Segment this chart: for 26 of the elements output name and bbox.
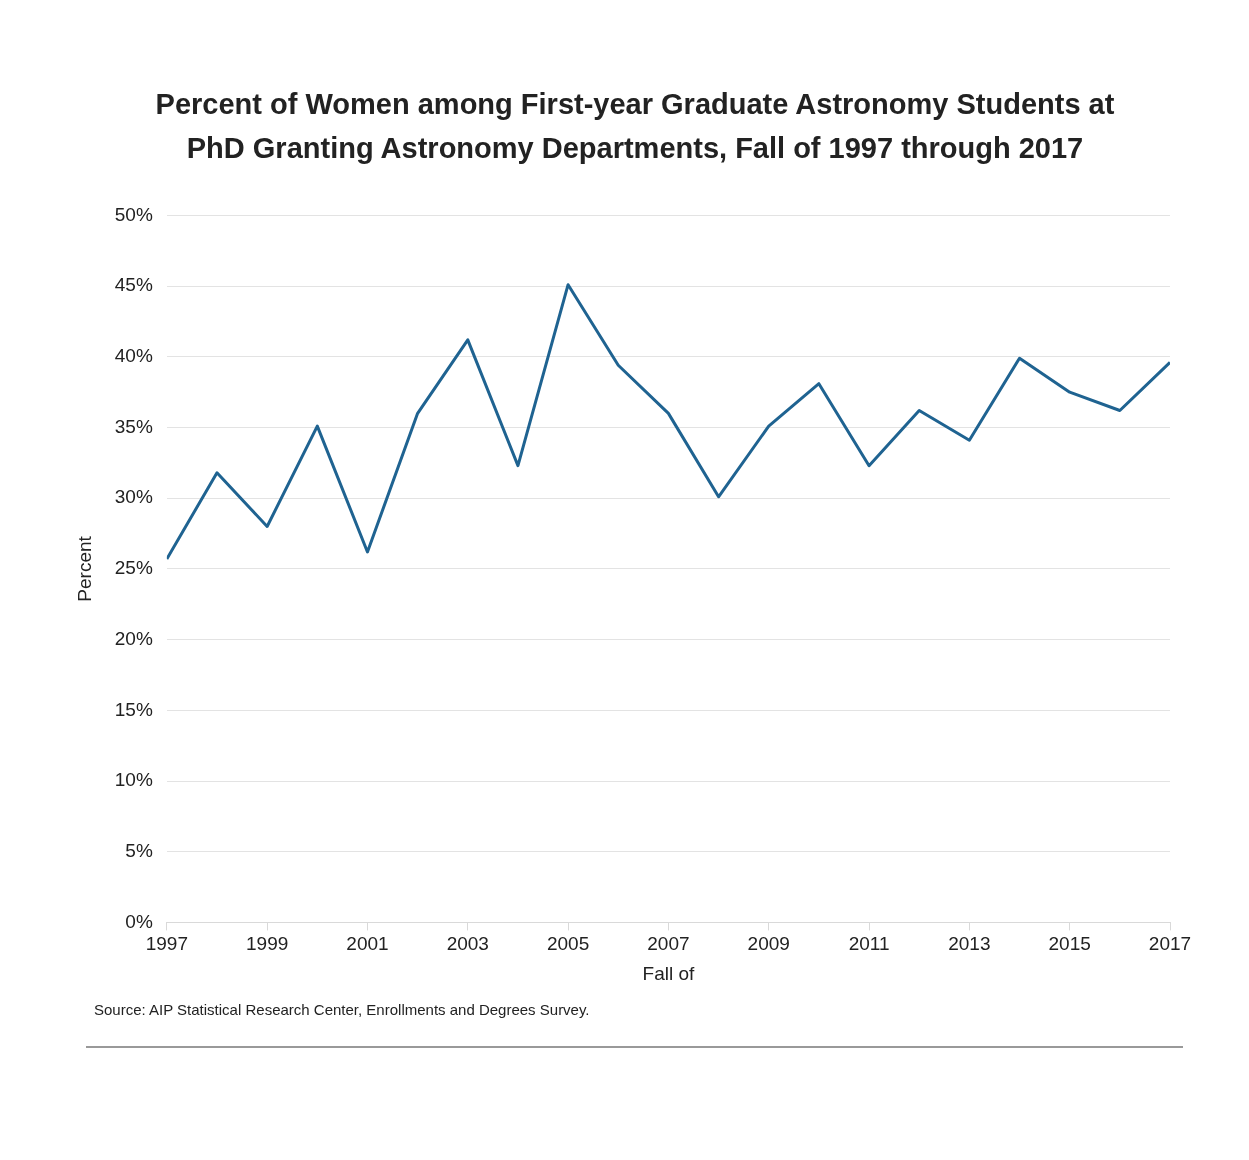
y-tick-label: 20% (114, 627, 153, 649)
y-tick-label: 50% (114, 203, 153, 225)
x-tick-label: 1999 (246, 933, 289, 955)
x-tick-label: 2013 (948, 933, 991, 955)
x-tick-label: 2001 (346, 933, 389, 955)
x-tick-label: 2009 (747, 933, 790, 955)
y-tick-label: 0% (125, 910, 153, 932)
chart-title: Percent of Women among First-year Graduate Astronomy Students at PhD Granting Astronomy Departments, Fall of 1997 through 2017 (154, 87, 1116, 166)
source-note: Source: AIP Statistical Research Center, Enrollments and Degrees Survey. (94, 1001, 590, 1018)
y-tick-label: 15% (114, 698, 153, 720)
y-tick-label: 5% (125, 839, 153, 861)
x-axis-title: Fall of (642, 962, 695, 984)
x-tick-label: 1997 (145, 933, 188, 955)
y-tick-label: 35% (114, 415, 153, 437)
x-tick-label: 2005 (546, 933, 590, 955)
x-tick-label: 2015 (1048, 933, 1091, 955)
x-tick-label: 2017 (1148, 933, 1192, 955)
y-tick-label: 10% (114, 769, 153, 791)
y-tick-label: 30% (114, 486, 153, 508)
x-tick-label: 2003 (446, 933, 489, 955)
y-tick-label: 25% (114, 557, 153, 579)
x-tick-label: 2011 (848, 933, 890, 955)
y-axis-title: Percent (73, 535, 95, 602)
y-tick-label: 40% (114, 345, 153, 367)
y-tick-label: 45% (114, 274, 153, 296)
x-tick-label: 2007 (647, 933, 690, 955)
